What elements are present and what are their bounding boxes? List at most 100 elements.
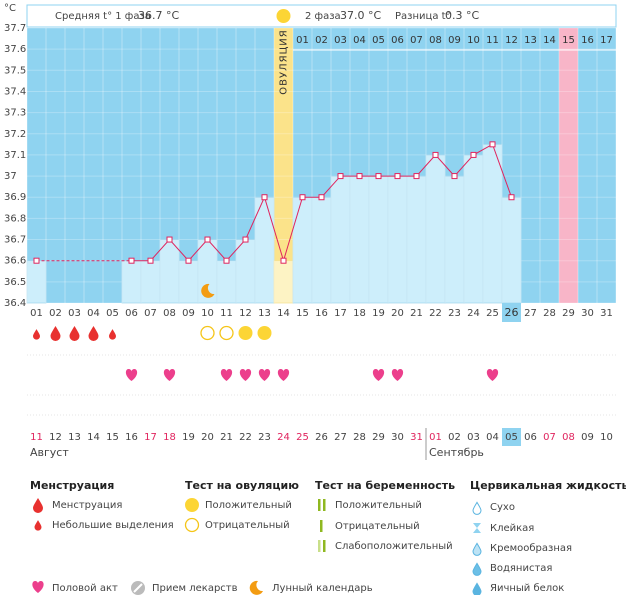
temperature-point <box>223 257 230 264</box>
legend-item: Небольшие выделения <box>52 520 174 531</box>
legend-title: Менструация <box>30 479 114 492</box>
x-tick-label: 18 <box>353 308 366 319</box>
ovulation-test-positive <box>257 326 272 340</box>
date-label: 25 <box>296 432 309 443</box>
legend-item: Кремообразная <box>490 543 572 554</box>
date-label: 17 <box>144 432 157 443</box>
date-label: 14 <box>87 432 100 443</box>
legend-item: Клейкая <box>490 523 534 534</box>
legend-icon <box>32 581 44 593</box>
date-label: 30 <box>391 432 404 443</box>
phase2-day-label: 02 <box>315 35 328 46</box>
y-tick-label: 37.6 <box>4 44 26 55</box>
x-tick-label: 25 <box>486 308 499 319</box>
ovulation-test-positive <box>238 326 253 340</box>
bar <box>349 175 370 304</box>
date-label: 10 <box>600 432 613 443</box>
x-tick-label: 13 <box>258 308 271 319</box>
phase2-day-label: 09 <box>448 35 461 46</box>
legend-icon <box>323 499 326 511</box>
ovulation-label: ОВУЛЯЦИЯ <box>279 29 290 95</box>
temperature-point <box>33 257 40 264</box>
legend-icon <box>34 520 42 531</box>
x-tick-label: 09 <box>182 308 195 319</box>
intercourse-icon <box>239 369 252 381</box>
y-tick-label: 37.4 <box>4 86 26 97</box>
x-tick-label: 14 <box>277 308 290 319</box>
x-tick-label: 12 <box>239 308 252 319</box>
x-tick-label: 17 <box>334 308 347 319</box>
bar <box>235 239 256 304</box>
legend-icon <box>184 517 200 533</box>
y-tick-label: 37.2 <box>4 129 26 140</box>
intercourse-icon <box>486 369 499 381</box>
legend-title: Тест на овуляцию <box>185 479 299 492</box>
temperature-point <box>432 151 439 158</box>
temperature-point <box>128 257 135 264</box>
intercourse-icon <box>391 369 404 381</box>
bar <box>444 175 465 304</box>
date-label: 22 <box>239 432 252 443</box>
bar <box>406 175 427 304</box>
legend-icon <box>472 501 482 515</box>
temperature-point <box>147 257 154 264</box>
date-label: 21 <box>220 432 233 443</box>
phase1-label: Средняя t° 1 фаза <box>55 11 151 22</box>
ovulation-test-negative <box>200 325 215 341</box>
x-tick-label: 22 <box>429 308 442 319</box>
date-label: 20 <box>201 432 214 443</box>
date-label: 09 <box>581 432 594 443</box>
menstruation-icon <box>69 326 80 342</box>
bar <box>463 154 484 304</box>
x-tick-label: 16 <box>315 308 328 319</box>
x-tick-label: 08 <box>163 308 176 319</box>
legend-icon <box>185 498 199 512</box>
temperature-point <box>318 194 325 201</box>
month-label: Август <box>30 446 69 459</box>
y-tick-label: 36.5 <box>4 277 26 288</box>
bar <box>178 260 199 304</box>
intercourse-icon <box>125 369 138 381</box>
y-tick-label: 36.6 <box>4 256 26 267</box>
phase2-day-label: 05 <box>372 35 385 46</box>
legend-icon <box>472 542 482 556</box>
x-tick-label: 15 <box>296 308 309 319</box>
x-tick-label: 04 <box>87 308 100 319</box>
ovulation-column <box>274 28 293 303</box>
x-tick-label: 02 <box>49 308 62 319</box>
today-box <box>502 428 521 446</box>
menstruation-icon <box>50 326 61 342</box>
legend-item: Лунный календарь <box>272 583 373 594</box>
x-tick-label: 19 <box>372 308 385 319</box>
temperature-point <box>166 236 173 243</box>
date-label: 02 <box>448 432 461 443</box>
temperature-point <box>394 173 401 180</box>
legend-icon <box>318 499 321 511</box>
legend-icon <box>320 520 323 532</box>
phase2-day-label: 12 <box>505 35 518 46</box>
temperature-point <box>413 173 420 180</box>
x-tick-label: 07 <box>144 308 157 319</box>
bar <box>368 175 389 304</box>
legend-icon <box>473 523 481 533</box>
moon-icon <box>201 283 215 298</box>
temperature-point <box>261 194 268 201</box>
month-label: Сентябрь <box>429 446 484 459</box>
legend-item: Яичный белок <box>490 583 564 594</box>
date-label: 24 <box>277 432 290 443</box>
header-box <box>26 4 617 28</box>
temperature-point <box>337 173 344 180</box>
current-day-box <box>502 303 521 322</box>
date-label: 27 <box>334 432 347 443</box>
ovulation-test-negative <box>219 325 234 341</box>
phase2-label: 2 фаза <box>305 11 341 22</box>
date-label: 04 <box>486 432 499 443</box>
phase2-day-label: 01 <box>296 35 309 46</box>
date-label: 13 <box>68 432 81 443</box>
legend-item: Водянистая <box>490 563 552 574</box>
date-label: 29 <box>372 432 385 443</box>
phase2-day-label: 11 <box>486 35 499 46</box>
temperature-point <box>299 194 306 201</box>
phase1-value: 36.7 °C <box>138 9 179 22</box>
